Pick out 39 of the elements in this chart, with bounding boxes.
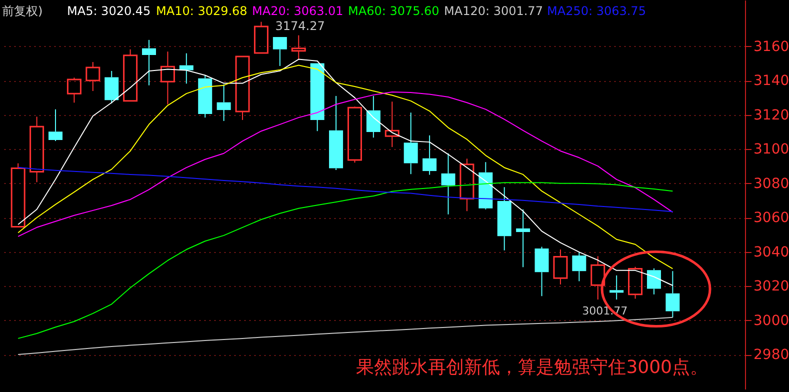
y-tick-label: 3020 [754,278,789,295]
y-tick-label: 3060 [754,210,789,226]
y-tick-label: 3000 [754,312,789,329]
candlestick [384,101,400,148]
candlestick [48,108,62,142]
candlestick [516,208,530,268]
candlestick [666,270,680,318]
candlestick [216,84,231,122]
candlestick [497,186,512,251]
y-tick-label: 3040 [754,244,789,260]
candlestick [86,62,100,92]
candlestick [160,51,175,105]
y-tick-label: 3080 [754,176,789,192]
text: MA120: 3001.77 [444,4,543,18]
candlestick [404,112,418,175]
annotation: 前复权) [2,4,43,18]
text: MA20: 3063.01 [252,4,344,18]
candlestick [366,95,380,138]
y-tick-label: 3120 [754,107,789,124]
text: MA10: 3029.68 [156,4,248,18]
annotation: 3174.27 [275,18,325,33]
candlestick [478,162,493,210]
y-tick-label: 3100 [754,142,789,158]
candlestick [441,152,456,215]
line-series [18,92,674,237]
candlestick [142,39,156,86]
text: MA60: 3075.60 [348,4,440,18]
text: MA5: 3020.45 [67,4,151,18]
y-tick-label: 3140 [754,73,789,90]
candlestick [610,274,624,300]
text: MA250: 3063.75 [547,4,646,18]
candlestick [198,74,212,118]
candlestick [422,134,437,176]
line-series [18,316,674,356]
y-tick-label: 3160 [754,38,789,55]
line-series [18,166,674,212]
y-tick-label: 2980 [754,347,789,364]
candlestick [30,116,44,183]
annotation: 果然跳水再创新低，算是勉强守住3000点。 [356,357,708,378]
